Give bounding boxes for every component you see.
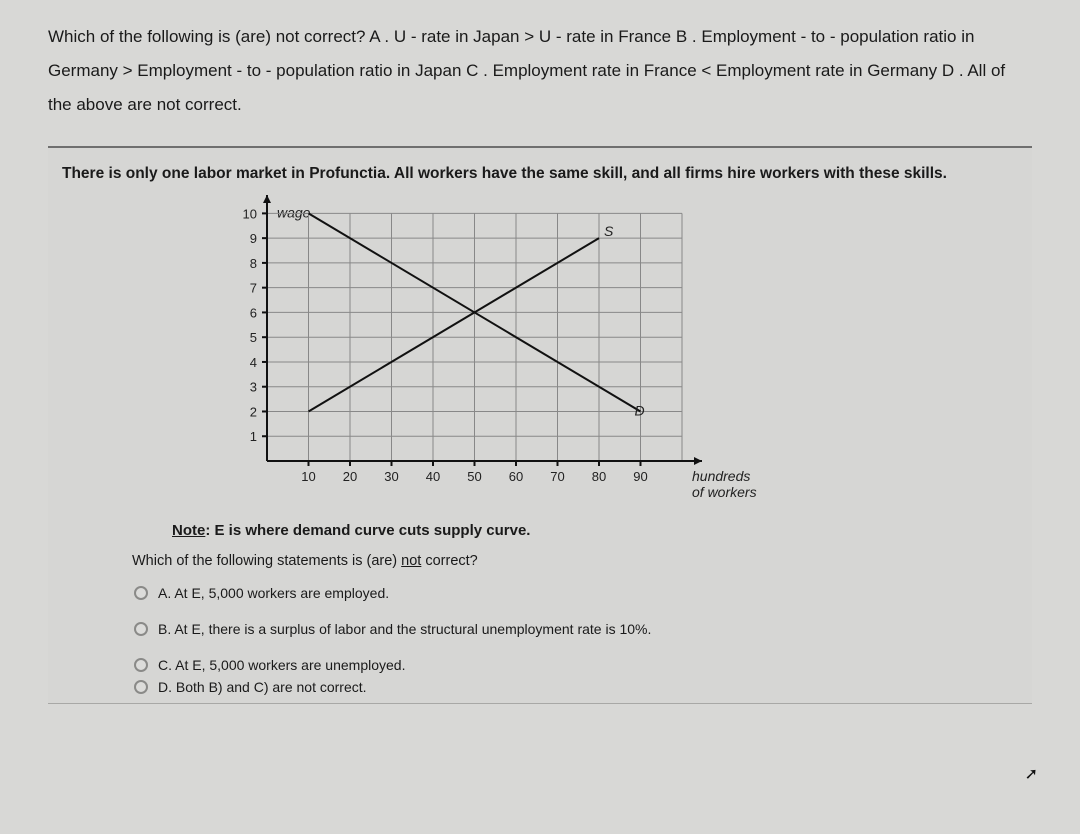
svg-text:10: 10 bbox=[243, 207, 257, 222]
option-label: C. At E, 5,000 workers are unemployed. bbox=[158, 657, 405, 673]
svg-text:30: 30 bbox=[384, 469, 398, 484]
svg-text:7: 7 bbox=[250, 281, 257, 296]
svg-text:6: 6 bbox=[250, 306, 257, 321]
svg-text:9: 9 bbox=[250, 231, 257, 246]
svg-text:60: 60 bbox=[509, 469, 523, 484]
question-box: There is only one labor market in Profun… bbox=[48, 146, 1032, 704]
svg-text:5: 5 bbox=[250, 330, 257, 345]
sub-q-not: not bbox=[401, 553, 421, 569]
sub-q-post: correct? bbox=[421, 553, 477, 569]
supply-demand-chart: wage 1 2 3 4 5 6 7 8 9 10 10 20 30 40 50 60 70 80 90 S Dhundr… bbox=[212, 191, 812, 516]
svg-text:50: 50 bbox=[467, 469, 481, 484]
svg-text:hundreds: hundreds bbox=[692, 468, 750, 484]
radio-icon[interactable] bbox=[134, 680, 148, 694]
chart-note: Note: E is where demand curve cuts suppl… bbox=[172, 522, 1018, 539]
svg-text:80: 80 bbox=[592, 469, 606, 484]
radio-icon[interactable] bbox=[134, 586, 148, 600]
cursor-icon: ➚ bbox=[1025, 764, 1038, 784]
sub-q-pre: Which of the following statements is (ar… bbox=[132, 553, 401, 569]
svg-text:8: 8 bbox=[250, 256, 257, 271]
option-row[interactable]: D. Both B) and C) are not correct. bbox=[134, 679, 1018, 695]
question-header: There is only one labor market in Profun… bbox=[62, 162, 1018, 185]
svg-text:2: 2 bbox=[250, 405, 257, 420]
svg-text:70: 70 bbox=[550, 469, 564, 484]
option-row[interactable]: B. At E, there is a surplus of labor and… bbox=[134, 621, 1018, 637]
svg-text:1: 1 bbox=[250, 429, 257, 444]
svg-text:4: 4 bbox=[250, 355, 257, 370]
radio-icon[interactable] bbox=[134, 658, 148, 672]
option-label: B. At E, there is a surplus of labor and… bbox=[158, 621, 651, 637]
svg-text:of workers: of workers bbox=[692, 484, 757, 500]
option-row[interactable]: C. At E, 5,000 workers are unemployed. bbox=[134, 657, 1018, 673]
intro-text: Which of the following is (are) not corr… bbox=[48, 20, 1032, 122]
svg-text:20: 20 bbox=[343, 469, 357, 484]
svg-text:10: 10 bbox=[301, 469, 315, 484]
svg-text:S: S bbox=[604, 223, 614, 239]
radio-icon[interactable] bbox=[134, 622, 148, 636]
svg-text:90: 90 bbox=[633, 469, 647, 484]
option-label: D. Both B) and C) are not correct. bbox=[158, 679, 367, 695]
option-row[interactable]: A. At E, 5,000 workers are employed. bbox=[134, 585, 1018, 601]
svg-text:3: 3 bbox=[250, 380, 257, 395]
option-label: A. At E, 5,000 workers are employed. bbox=[158, 585, 389, 601]
svg-text:D: D bbox=[635, 403, 645, 419]
sub-question: Which of the following statements is (ar… bbox=[132, 553, 1018, 569]
svg-text:wage: wage bbox=[277, 205, 311, 221]
svg-text:40: 40 bbox=[426, 469, 440, 484]
options-group: A. At E, 5,000 workers are employed. B. A… bbox=[134, 585, 1018, 695]
